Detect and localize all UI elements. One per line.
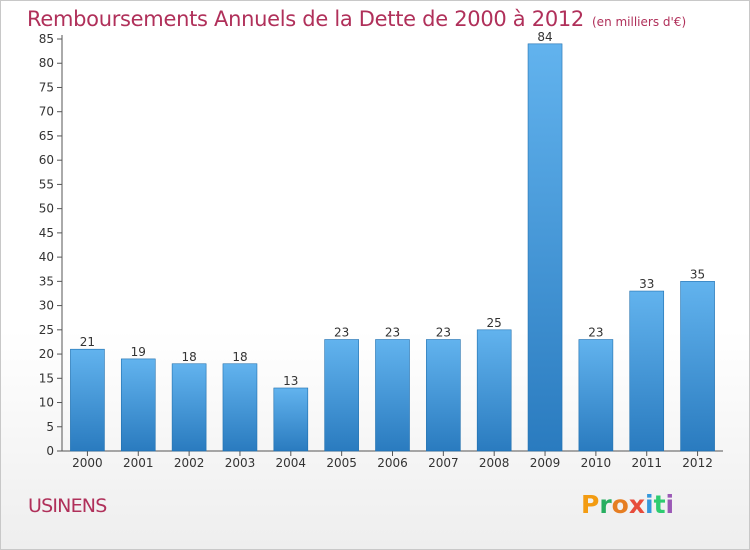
y-tick-label: 70 (39, 105, 54, 119)
y-tick-label: 5 (46, 420, 54, 434)
data-label: 23 (385, 326, 400, 340)
y-tick-label: 60 (39, 153, 54, 167)
bar-2008 (476, 329, 512, 452)
bar-2004 (273, 387, 309, 452)
x-tick-label: 2009 (530, 456, 561, 470)
logo-letter: P (581, 490, 600, 519)
y-tick-label: 25 (39, 323, 54, 337)
bar-2002 (171, 363, 207, 452)
bar-2012 (680, 281, 715, 452)
x-tick-label: 2001 (123, 456, 154, 470)
y-tick-label: 15 (39, 371, 54, 385)
x-tick-label: 2005 (326, 456, 357, 470)
chart-header: Remboursements Annuels de la Dette de 20… (27, 7, 686, 31)
x-tick-label: 2002 (174, 456, 205, 470)
data-labels: 21 19 18 18 13 23 23 23 25 84 23 33 35 (80, 30, 705, 388)
bar-2005 (324, 339, 359, 452)
logo-letter: x (628, 490, 645, 519)
x-tick-label: 2004 (276, 456, 307, 470)
y-tick-label: 0 (46, 444, 54, 458)
y-tick-label: 85 (39, 32, 54, 46)
data-label: 19 (131, 345, 146, 359)
y-tick-label: 75 (39, 80, 54, 94)
bar-2010 (578, 339, 614, 452)
data-label: 23 (334, 326, 349, 340)
logo-letter: i (645, 490, 654, 519)
commune-name: USINENS (28, 495, 107, 517)
x-tick-label: 2011 (631, 456, 662, 470)
data-label: 18 (181, 350, 196, 364)
bar-2007 (426, 339, 461, 452)
chart-title: Remboursements Annuels de la Dette de 20… (27, 7, 584, 31)
bar-2001 (120, 358, 156, 452)
data-label: 23 (588, 326, 603, 340)
y-tick-label: 30 (39, 299, 54, 313)
data-label: 25 (487, 316, 502, 330)
logo-letter: r (599, 490, 612, 519)
chart-unit: (en milliers d'€) (592, 15, 687, 29)
x-tick-label: 2008 (479, 456, 510, 470)
data-label: 21 (80, 335, 95, 349)
proxiti-logo[interactable]: Proxiti (581, 490, 674, 519)
data-label: 33 (639, 277, 654, 291)
y-tick-label: 45 (39, 226, 54, 240)
data-label: 84 (537, 30, 552, 44)
axes: 0 5 10 15 20 25 30 35 40 45 50 55 60 65 70 75 80 85 2000 20… (39, 32, 723, 470)
bar-2009 (527, 43, 563, 452)
x-tick-label: 2010 (581, 456, 612, 470)
logo-letter: i (665, 490, 675, 519)
x-tick-label: 2003 (225, 456, 256, 470)
data-label: 18 (232, 350, 247, 364)
y-tick-label: 80 (39, 56, 54, 70)
y-tick-label: 10 (39, 396, 54, 410)
bar-2000 (70, 348, 105, 452)
logo-letter: o (611, 490, 629, 519)
y-tick-label: 55 (39, 177, 54, 191)
x-tick-label: 2007 (428, 456, 459, 470)
data-label: 13 (283, 374, 298, 388)
y-tick-label: 40 (39, 250, 54, 264)
y-tick-label: 65 (39, 129, 54, 143)
x-tick-label: 2000 (72, 456, 103, 470)
bar-2003 (222, 363, 258, 452)
y-tick-label: 20 (39, 347, 54, 361)
x-tick-label: 2006 (377, 456, 408, 470)
bars (70, 43, 715, 452)
x-tick-label: 2012 (682, 456, 713, 470)
y-tick-label: 35 (39, 274, 54, 288)
data-label: 35 (690, 267, 705, 281)
bar-2006 (375, 339, 410, 452)
y-tick-label: 50 (39, 202, 54, 216)
data-label: 23 (436, 326, 451, 340)
bar-2011 (629, 290, 665, 452)
logo-letter: t (653, 490, 666, 519)
